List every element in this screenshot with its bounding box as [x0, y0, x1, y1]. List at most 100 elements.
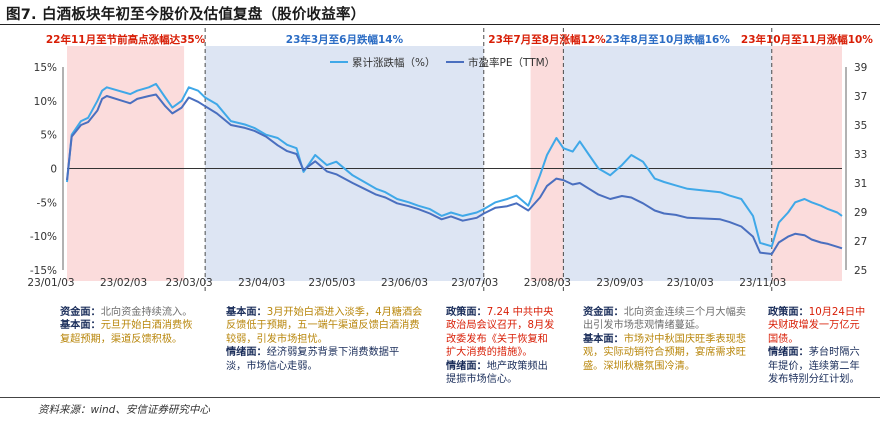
y-right-tick-5: 29 — [854, 207, 867, 219]
annotation-1-line-1: 反馈低于预期，五一端午渠道反馈白酒消费 — [226, 319, 431, 332]
period-label-2: 23年7月至8月涨幅12% — [488, 33, 606, 46]
y-left-tick-2: 5% — [40, 130, 57, 142]
annotation-text: 7.24 中共中央 — [486, 307, 554, 318]
period-bands — [67, 46, 842, 281]
annotation-text: 观，实际动销符合预期，宴席需求旺 — [583, 347, 746, 359]
annotation-1: 基本面：3月开始白酒进入淡季，4月糖酒会 反馈低于预期，五一端午渠道反馈白酒消费较… — [226, 306, 431, 373]
annotation-text: 盛。深圳秋糖氛围冷清。 — [583, 360, 696, 372]
y-right-tick-4: 31 — [854, 178, 867, 190]
annotation-text: 经济弱复苏背景下消费数据平 — [266, 347, 400, 359]
annotation-2-line-4: 情绪面：地产政策频出 — [446, 360, 571, 373]
annotation-0-line-1: 基本面：元旦开始白酒消费恢 — [60, 319, 210, 332]
annotation-3-line-4: 盛。深圳秋糖氛围冷清。 — [583, 360, 758, 373]
y-right-tick-1: 37 — [854, 91, 867, 103]
y-left-tick-3: 0 — [50, 164, 57, 176]
annotation-heading: 政策面： — [446, 307, 487, 318]
annotation-heading: 资金面： — [60, 307, 101, 318]
annotation-4-line-3: 情绪面：茅台时隔六 — [768, 346, 878, 359]
annotation-4-line-0: 政策面：10月24日中 — [768, 306, 878, 319]
annotation-text: 反馈低于预期，五一端午渠道反馈白酒消费 — [226, 320, 420, 332]
y-right-tick-3: 33 — [854, 149, 867, 161]
annotation-text: 扩大消费的措施》。 — [446, 347, 533, 359]
y-right-tick-7: 25 — [854, 265, 867, 277]
annotation-2-line-0: 政策面：7.24 中共中央 — [446, 306, 571, 319]
annotation-text: 市场对中秋国庆旺季表现悲 — [623, 333, 746, 345]
source-note: 资料来源：wind、安信证券研究中心 — [38, 404, 210, 416]
chart: 22年11月至节前高点涨幅达35% 23年3月至6月跌幅14% 23年7月至8月涨幅… — [27, 28, 873, 291]
annotation-1-line-2: 较弱，引发市场担忧。 — [226, 333, 431, 346]
annotation-0-line-2: 复超预期，渠道反馈积极。 — [60, 333, 210, 346]
annotation-text: 3月开始白酒进入淡季，4月糖酒会 — [266, 307, 423, 318]
period-band-1 — [205, 46, 484, 281]
annotation-2-line-1: 政治局会议召开，8月发 — [446, 319, 571, 332]
annotation-text: 国债。 — [768, 333, 799, 345]
period-label-0: 22年11月至节前高点涨幅达35% — [46, 33, 206, 46]
annotation-text: 提振市场信心。 — [446, 374, 518, 386]
annotation-4-line-1: 央财政增发一万亿元 — [768, 319, 878, 332]
x-tick-3: 23/04/03 — [238, 277, 285, 289]
annotation-4-line-4: 年提价，连续第二年 — [768, 360, 878, 373]
annotation-3: 资金面：北向资金连续三个月大幅卖 出引发市场悲观情绪蔓延。 基本面：市场对中秋国庆旺… — [583, 306, 758, 373]
annotation-text: 茅台时隔六 — [808, 347, 860, 359]
period-labels: 22年11月至节前高点涨幅达35% 23年3月至6月跌幅14% 23年7月至8月涨幅… — [46, 33, 873, 46]
y-right-tick-0: 39 — [854, 62, 867, 74]
annotation-text: 发布特别分红计划。 — [768, 374, 860, 386]
legend: 累计涨跌幅（%） 市盈率PE（TTM） — [330, 56, 555, 69]
annotation-text: 10月24日中 — [808, 307, 866, 318]
annotation-text: 淡，市场信心走弱。 — [226, 360, 318, 372]
annotation-4: 政策面：10月24日中 央财政增发一万亿元 国债。 情绪面：茅台时隔六 年提价，连续第二… — [768, 306, 878, 386]
annotation-heading: 情绪面： — [446, 360, 487, 372]
x-tick-10: 23/11/03 — [739, 277, 786, 289]
period-label-3: 23年8月至10月跌幅16% — [605, 33, 730, 46]
x-tick-9: 23/10/03 — [667, 277, 714, 289]
period-band-2 — [530, 46, 564, 281]
bottom-rule — [0, 397, 880, 398]
annotation-1-line-0: 基本面：3月开始白酒进入淡季，4月糖酒会 — [226, 306, 431, 319]
period-band-3 — [563, 46, 772, 281]
annotation-text: 较弱，引发市场担忧。 — [226, 333, 328, 345]
title-rule — [0, 24, 880, 25]
annotation-3-line-1: 出引发市场悲观情绪蔓延。 — [583, 319, 758, 332]
x-tick-8: 23/09/03 — [596, 277, 643, 289]
legend-cum-label: 累计涨跌幅（%） — [352, 56, 435, 69]
annotation-2-line-5: 提振市场信心。 — [446, 373, 571, 386]
series-lines — [66, 82, 843, 255]
annotation-heading: 基本面： — [583, 333, 624, 345]
y-left-tick-0: 15% — [34, 62, 57, 74]
annotation-text: 央财政增发一万亿元 — [768, 320, 860, 332]
y-left-tick-5: -10% — [30, 231, 57, 243]
y-left-tick-1: 10% — [34, 96, 57, 108]
annotation-heading: 基本面： — [226, 307, 267, 318]
period-band-0 — [67, 46, 185, 281]
annotation-3-line-2: 基本面：市场对中秋国庆旺季表现悲 — [583, 333, 758, 346]
x-tick-6: 23/07/03 — [451, 277, 498, 289]
period-label-1: 23年3月至6月跌幅14% — [286, 33, 404, 46]
annotation-4-line-2: 国债。 — [768, 333, 878, 346]
annotation-text: 元旦开始白酒消费恢 — [100, 320, 193, 332]
annotation-3-line-0: 资金面：北向资金连续三个月大幅卖 — [583, 306, 758, 319]
annotation-text: 出引发市场悲观情绪蔓延。 — [583, 320, 706, 332]
annotation-heading: 政策面： — [768, 307, 809, 318]
annotation-2-line-3: 扩大消费的措施》。 — [446, 346, 571, 359]
axes — [62, 28, 847, 291]
period-band-4 — [771, 46, 842, 281]
annotation-text: 政治局会议召开，8月发 — [446, 320, 555, 332]
annotation-0-line-0: 资金面：北向资金持续流入。 — [60, 306, 210, 319]
annotation-text: 地产政策频出 — [486, 360, 548, 372]
annotation-text: 年提价，连续第二年 — [768, 360, 860, 372]
annotation-text: 北向资金连续三个月大幅卖 — [623, 307, 746, 318]
period-label-4: 23年10月至11月涨幅10% — [741, 33, 873, 46]
legend-pe-label: 市盈率PE（TTM） — [468, 56, 555, 69]
annotation-1-line-4: 淡，市场信心走弱。 — [226, 360, 431, 373]
annotation-heading: 基本面： — [60, 320, 101, 332]
annotation-1-line-3: 情绪面：经济弱复苏背景下消费数据平 — [226, 346, 431, 359]
annotation-heading: 情绪面： — [768, 347, 809, 359]
annotation-3-line-3: 观，实际动销符合预期，宴席需求旺 — [583, 346, 758, 359]
x-tick-0: 23/01/03 — [27, 277, 74, 289]
tick-labels: 15% 10% 5% 0 -5% -10% -15% 39 37 35 33 31 29 27 25 23/0… — [27, 62, 867, 289]
annotation-text: 复超预期，渠道反馈积极。 — [60, 333, 183, 345]
chart-title: 图7. 白酒板块年初至今股价及估值复盘（股价收益率） — [6, 7, 366, 23]
annotation-heading: 资金面： — [583, 307, 624, 318]
annotation-2-line-2: 改委发布《关于恢复和 — [446, 333, 571, 346]
x-tick-1: 23/02/03 — [100, 277, 147, 289]
